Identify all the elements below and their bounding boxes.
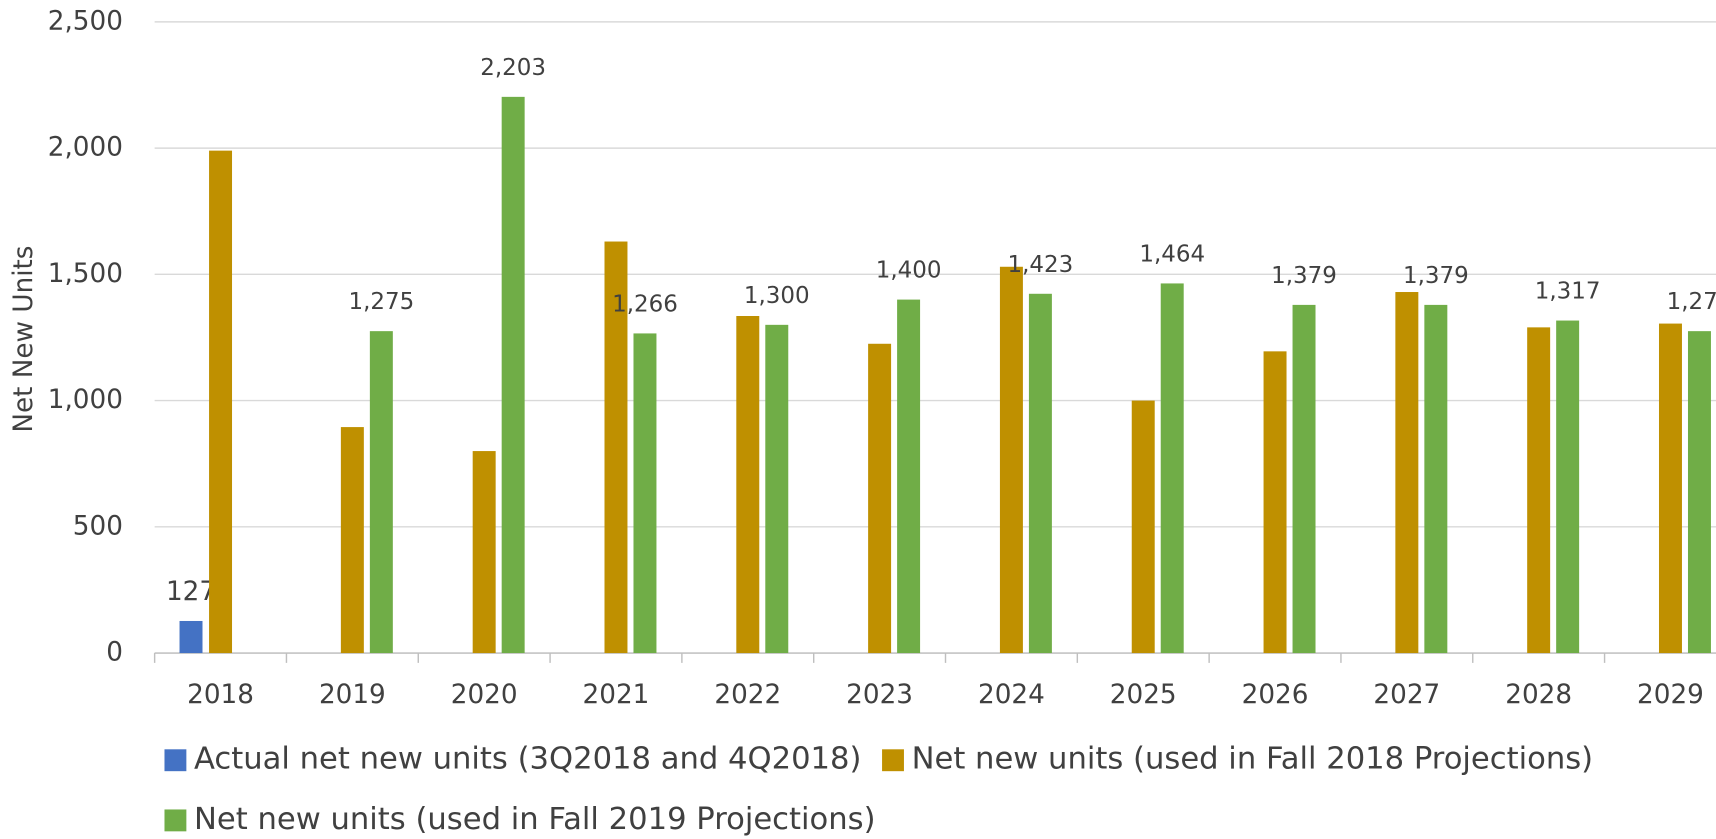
data-label: 1,317 <box>1535 279 1601 305</box>
bar <box>736 316 760 654</box>
bar <box>999 266 1023 654</box>
y-tick-label: 1,500 <box>48 259 123 289</box>
legend-label: Actual net new units (3Q2018 and 4Q2018) <box>194 742 861 777</box>
y-axis-title: Net New Units <box>9 246 39 433</box>
data-label: 1,266 <box>612 291 678 317</box>
legend-swatch <box>164 809 187 832</box>
x-tick-label: 2027 <box>1373 680 1440 710</box>
data-label: 1,275 <box>348 289 414 315</box>
bar <box>1658 323 1682 654</box>
bar <box>1556 320 1580 654</box>
x-tick-label: 2018 <box>187 680 254 710</box>
bar <box>1395 292 1419 654</box>
bar <box>897 299 921 654</box>
legend-swatch <box>164 749 187 772</box>
x-tick-label: 2023 <box>846 680 913 710</box>
bar <box>1160 283 1184 654</box>
bar <box>604 241 628 654</box>
data-label: 1,275 <box>1667 289 1716 315</box>
x-tick-label: 2024 <box>978 680 1045 710</box>
bar <box>1687 331 1711 654</box>
data-label: 1,423 <box>1008 252 1074 278</box>
bar <box>340 427 364 654</box>
bar <box>501 96 525 654</box>
data-label: 2,203 <box>480 55 546 81</box>
x-tick-label: 2021 <box>583 680 650 710</box>
legend-swatch <box>882 749 904 772</box>
x-tick-label: 2025 <box>1110 680 1177 710</box>
data-label: 1,464 <box>1139 241 1205 267</box>
bar <box>1424 304 1448 654</box>
data-label: 127 <box>166 577 216 607</box>
legend-label: Net new units (used in Fall 2018 Project… <box>912 742 1594 777</box>
bar <box>1131 400 1155 654</box>
data-label: 1,300 <box>744 283 810 309</box>
bar <box>472 451 496 654</box>
y-tick-label: 2,500 <box>48 6 123 36</box>
data-label: 1,379 <box>1271 263 1337 289</box>
bar <box>868 343 892 654</box>
x-tick-label: 2028 <box>1505 680 1572 710</box>
bar <box>765 324 789 654</box>
bar <box>369 331 393 654</box>
x-tick-label: 2019 <box>319 680 386 710</box>
bar <box>1263 351 1287 654</box>
bar <box>1527 327 1551 654</box>
data-label: 1,379 <box>1403 263 1469 289</box>
bar <box>179 620 203 654</box>
x-tick-label: 2029 <box>1637 680 1704 710</box>
legend-label: Net new units (used in Fall 2019 Project… <box>194 802 876 837</box>
y-tick-label: 1,000 <box>48 385 123 415</box>
bar <box>1028 293 1052 654</box>
bar <box>1292 304 1316 654</box>
y-tick-label: 500 <box>73 511 123 541</box>
x-tick-label: 2022 <box>714 680 781 710</box>
x-tick-label: 2026 <box>1242 680 1309 710</box>
y-tick-label: 0 <box>106 638 123 668</box>
bar <box>209 150 233 654</box>
x-tick-label: 2020 <box>451 680 518 710</box>
y-tick-label: 2,000 <box>48 133 123 163</box>
bar <box>633 333 657 654</box>
data-label: 1,400 <box>876 258 942 284</box>
